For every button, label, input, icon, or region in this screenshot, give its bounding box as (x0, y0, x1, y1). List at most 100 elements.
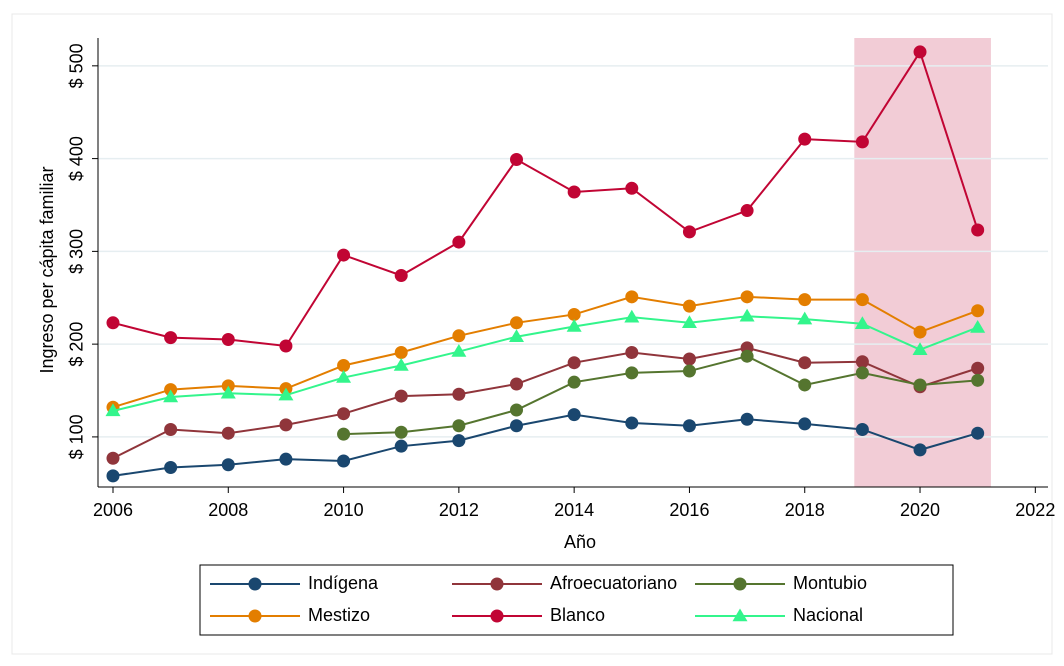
shaded-region (854, 38, 991, 487)
marker (106, 451, 120, 465)
series-line (112, 346, 978, 460)
marker (682, 352, 696, 366)
marker (798, 132, 812, 146)
x-tick-label: 2018 (785, 500, 825, 520)
marker (798, 293, 812, 307)
marker (164, 422, 178, 436)
marker (337, 358, 351, 372)
marker (913, 378, 927, 392)
marker (164, 461, 178, 475)
marker (105, 403, 121, 417)
legend-label: Afroecuatoriano (550, 573, 677, 593)
marker (855, 422, 869, 436)
marker (279, 339, 293, 353)
marker (971, 223, 985, 237)
marker (625, 181, 639, 195)
x-tick-label: 2012 (439, 500, 479, 520)
marker (163, 389, 179, 403)
marker (798, 356, 812, 370)
legend-label: Montubio (793, 573, 867, 593)
marker (279, 452, 293, 466)
marker (855, 355, 869, 369)
y-tick-label: $ 300 (67, 229, 87, 274)
marker (567, 375, 581, 389)
legend-box (199, 564, 954, 636)
x-tick-label: 2016 (669, 500, 709, 520)
x-tick-label: 2014 (554, 500, 594, 520)
marker (393, 357, 409, 371)
y-tick-label: $ 400 (67, 136, 87, 181)
marker (452, 329, 466, 343)
marker (740, 412, 754, 426)
marker (452, 434, 466, 448)
marker (740, 290, 754, 304)
series-line (112, 315, 979, 412)
x-tick-label: 2010 (324, 500, 364, 520)
marker (854, 316, 870, 329)
marker (798, 417, 812, 431)
marker (682, 299, 696, 313)
marker (625, 290, 639, 304)
marker (913, 45, 927, 59)
marker (220, 385, 236, 399)
legend-label: Blanco (550, 605, 605, 625)
marker (394, 425, 408, 439)
legend-label: Mestizo (308, 605, 370, 625)
marker (278, 387, 294, 401)
marker (740, 349, 754, 363)
marker (337, 248, 351, 262)
x-tick-label: 2022 (1015, 500, 1055, 520)
marker (394, 439, 408, 453)
marker (739, 308, 755, 322)
marker (336, 370, 352, 383)
marker (106, 316, 120, 330)
marker (912, 342, 928, 355)
marker (164, 331, 178, 345)
legend-marker (732, 608, 748, 622)
marker (452, 387, 466, 401)
marker (681, 315, 697, 329)
x-tick-label: 2020 (900, 500, 940, 520)
marker (451, 344, 467, 357)
marker (221, 332, 235, 346)
marker (510, 316, 524, 330)
series-line (112, 413, 978, 477)
marker (971, 373, 985, 387)
y-tick-label: $ 500 (67, 43, 87, 88)
marker (971, 361, 985, 375)
marker (625, 366, 639, 380)
legend-marker (248, 609, 262, 623)
marker (452, 235, 466, 249)
marker (452, 419, 466, 433)
series-line (343, 355, 978, 436)
marker (221, 426, 235, 440)
marker (625, 345, 639, 359)
marker (797, 311, 813, 325)
marker (279, 418, 293, 432)
x-axis-title: Año (564, 532, 596, 552)
x-tick-label: 2008 (208, 500, 248, 520)
marker (567, 356, 581, 370)
y-tick-label: $ 100 (67, 414, 87, 459)
marker (337, 407, 351, 421)
marker (510, 377, 524, 391)
marker (682, 225, 696, 239)
marker (566, 319, 582, 332)
legend-marker (490, 577, 504, 591)
legend-marker (733, 577, 747, 591)
legend-marker (248, 577, 262, 591)
y-tick-label: $ 200 (67, 322, 87, 367)
marker (337, 427, 351, 441)
marker (913, 443, 927, 457)
legend-label: Indígena (308, 573, 379, 593)
marker (510, 419, 524, 433)
marker (798, 378, 812, 392)
marker (106, 469, 120, 483)
marker (509, 329, 525, 342)
marker (855, 366, 869, 380)
marker (221, 458, 235, 472)
marker (971, 426, 985, 440)
marker (682, 364, 696, 378)
